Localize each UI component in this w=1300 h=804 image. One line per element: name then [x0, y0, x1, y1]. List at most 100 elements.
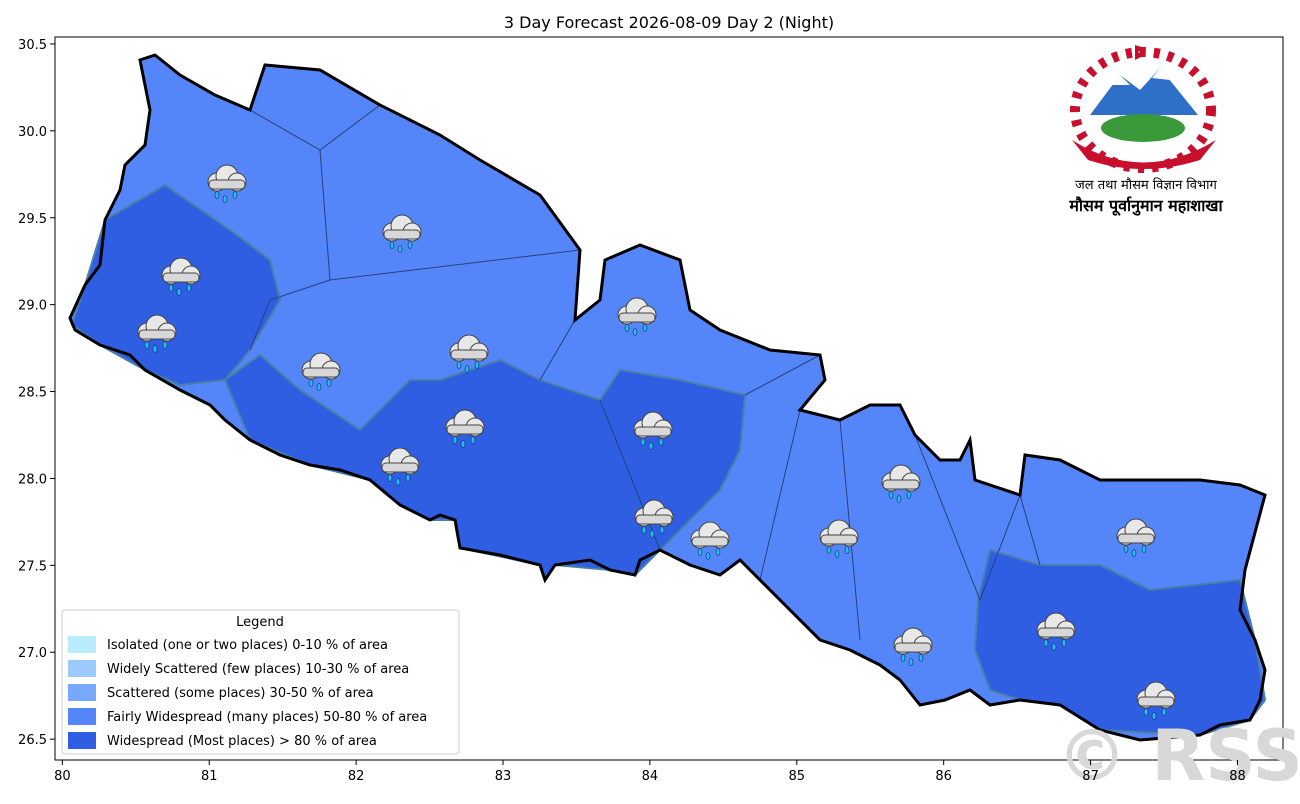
- raindrop: [474, 361, 480, 369]
- watermark: © RSS: [1057, 715, 1300, 797]
- legend-swatch: [68, 684, 96, 701]
- cloud-base: [1037, 627, 1075, 638]
- cloud-base: [208, 179, 246, 190]
- rain-icon: [634, 499, 674, 538]
- raindrop: [460, 440, 466, 448]
- raindrop: [834, 550, 840, 558]
- x-tick-label: 80: [54, 769, 71, 784]
- cloud-base: [894, 642, 932, 653]
- raindrop: [1043, 639, 1049, 647]
- raindrop: [1151, 712, 1157, 720]
- logo-line2: मौसम पूर्वानुमान महाशाखा: [1068, 196, 1223, 216]
- logo-line1: जल तथा मौसम विज्ञान विभाग: [1075, 177, 1217, 193]
- raindrop: [918, 654, 924, 662]
- district-border: [539, 319, 576, 381]
- raindrop: [1061, 639, 1067, 647]
- cloud-base: [450, 349, 488, 360]
- cloud-base: [302, 367, 340, 378]
- rain-icon: [617, 297, 657, 336]
- raindrop: [387, 474, 393, 482]
- rain-icon: [445, 409, 485, 448]
- raindrop: [470, 436, 476, 444]
- raindrop: [144, 341, 150, 349]
- country-outline: [68, 53, 1267, 742]
- rain-icon: [893, 627, 933, 666]
- x-tick-label: 87: [1082, 769, 1099, 784]
- raindrop: [641, 526, 647, 534]
- rain-icon: [819, 519, 859, 558]
- rain-icon: [1036, 612, 1076, 651]
- raindrop: [308, 379, 314, 387]
- raindrop: [162, 341, 168, 349]
- title: 3 Day Forecast 2026-08-09 Day 2 (Night): [504, 13, 834, 32]
- legend-label: Widespread (Most places) > 80 % of area: [107, 734, 377, 749]
- legend-title: Legend: [236, 615, 284, 630]
- legend-label: Widely Scattered (few places) 10-30 % of…: [107, 662, 409, 677]
- raindrop: [152, 345, 158, 353]
- raindrop: [168, 284, 174, 292]
- cloud-base: [1117, 533, 1155, 544]
- x-tick-label: 88: [1229, 769, 1246, 784]
- raindrop: [186, 284, 192, 292]
- cloud-base: [634, 426, 672, 437]
- raindrop: [389, 241, 395, 249]
- rain-icon: [690, 521, 730, 560]
- raindrop: [697, 548, 703, 556]
- x-tick-label: 81: [201, 769, 218, 784]
- cloud-base: [162, 272, 200, 283]
- raindrop: [232, 191, 238, 199]
- x-tick-label: 85: [789, 769, 806, 784]
- legend-swatch: [68, 660, 96, 677]
- rain-icon: [1136, 681, 1176, 720]
- rain-icon: [881, 464, 921, 503]
- y-tick-label: 30.0: [18, 125, 47, 140]
- x-tick-label: 84: [642, 769, 659, 784]
- legend-swatch: [68, 732, 96, 749]
- raindrop: [642, 324, 648, 332]
- rain-icon: [161, 257, 201, 296]
- emblem: [1070, 45, 1216, 173]
- raindrop: [844, 546, 850, 554]
- map: [68, 53, 1267, 742]
- rain-icon: [1116, 518, 1156, 557]
- raindrop: [906, 491, 912, 499]
- y-tick-label: 28.0: [18, 472, 47, 487]
- raindrop: [659, 526, 665, 534]
- y-tick-label: 29.5: [18, 212, 47, 227]
- raindrop: [222, 195, 228, 203]
- raindrop: [397, 245, 403, 253]
- rain-icon: [633, 411, 673, 450]
- cloud-base: [691, 536, 729, 547]
- x-tick-label: 86: [935, 769, 952, 784]
- cloud-base: [820, 534, 858, 545]
- y-tick-label: 26.5: [18, 733, 47, 748]
- plot-frame: [54, 36, 1284, 761]
- raindrop: [715, 548, 721, 556]
- district-border: [1019, 494, 1041, 566]
- rain-icon: [449, 334, 489, 373]
- raindrop: [649, 530, 655, 538]
- raindrop: [407, 241, 413, 249]
- raindrop: [632, 328, 638, 336]
- raindrop: [395, 478, 401, 486]
- raindrop: [705, 552, 711, 560]
- raindrop: [464, 365, 470, 373]
- raindrop: [214, 191, 220, 199]
- cloud-base: [138, 329, 176, 340]
- district-border: [599, 399, 661, 551]
- raindrop: [640, 438, 646, 446]
- legend-label: Scattered (some places) 30-50 % of area: [107, 686, 374, 701]
- cloud-base: [381, 462, 419, 473]
- raindrop: [896, 495, 902, 503]
- rain-icon: [380, 447, 420, 486]
- region-widespread: [973, 548, 1267, 737]
- raindrop: [624, 324, 630, 332]
- y-tick-label: 29.0: [18, 299, 47, 314]
- raindrop: [1131, 549, 1137, 557]
- raindrop: [1123, 545, 1129, 553]
- raindrop: [1143, 708, 1149, 716]
- x-tick-label: 82: [348, 769, 365, 784]
- raindrop: [908, 658, 914, 666]
- rain-icon: [137, 314, 177, 353]
